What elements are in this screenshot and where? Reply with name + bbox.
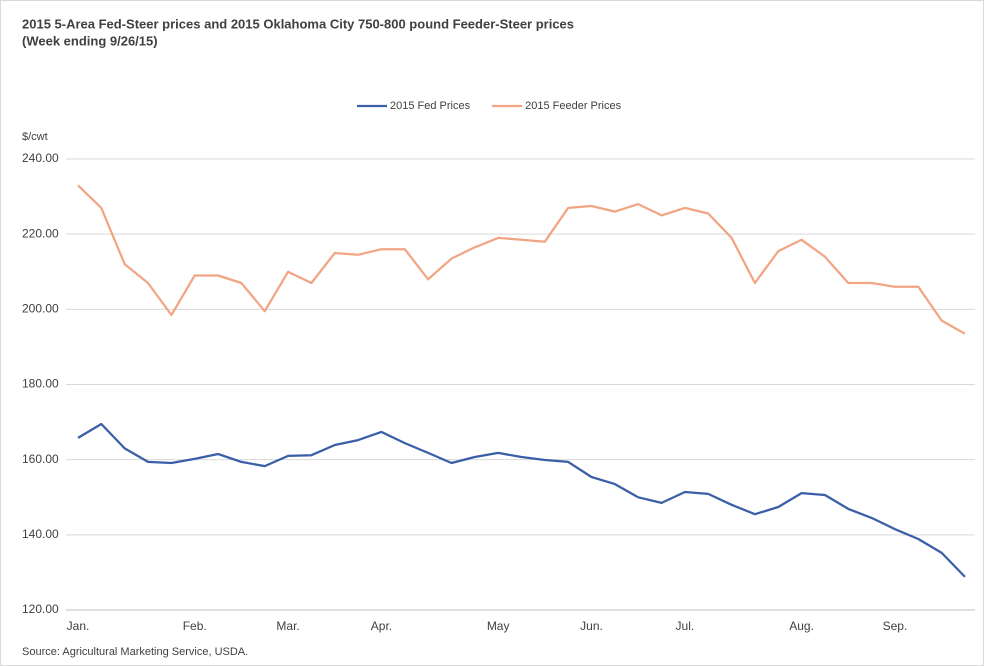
source-note: Source: Agricultural Marketing Service, … bbox=[22, 646, 248, 658]
legend-label: 2015 Feeder Prices bbox=[525, 100, 621, 112]
series-line bbox=[77, 422, 966, 578]
x-tick-label: Jan. bbox=[67, 619, 90, 633]
chart-title: 2015 5-Area Fed-Steer prices and 2015 Ok… bbox=[22, 16, 574, 31]
y-tick-label: 120.00 bbox=[22, 602, 59, 616]
y-tick-label: 200.00 bbox=[22, 302, 59, 316]
legend-label: 2015 Fed Prices bbox=[390, 100, 471, 112]
x-tick-label: Jun. bbox=[580, 619, 603, 633]
x-tick-label: May bbox=[487, 619, 510, 633]
y-tick-label: 220.00 bbox=[22, 226, 59, 240]
chart-subtitle: (Week ending 9/26/15) bbox=[22, 33, 158, 48]
x-tick-label: Sep. bbox=[883, 619, 908, 633]
x-tick-label: Mar. bbox=[276, 619, 299, 633]
x-tick-label: Apr. bbox=[371, 619, 392, 633]
y-tick-label: 140.00 bbox=[22, 527, 59, 541]
y-tick-label: 160.00 bbox=[22, 452, 59, 466]
x-tick-label: Feb. bbox=[183, 619, 207, 633]
series-line bbox=[77, 184, 966, 335]
y-tick-label: 180.00 bbox=[22, 377, 59, 391]
y-tick-label: 240.00 bbox=[22, 151, 59, 165]
x-tick-label: Jul. bbox=[676, 619, 695, 633]
y-axis-label: $/cwt bbox=[22, 131, 48, 143]
x-tick-label: Aug. bbox=[789, 619, 814, 633]
